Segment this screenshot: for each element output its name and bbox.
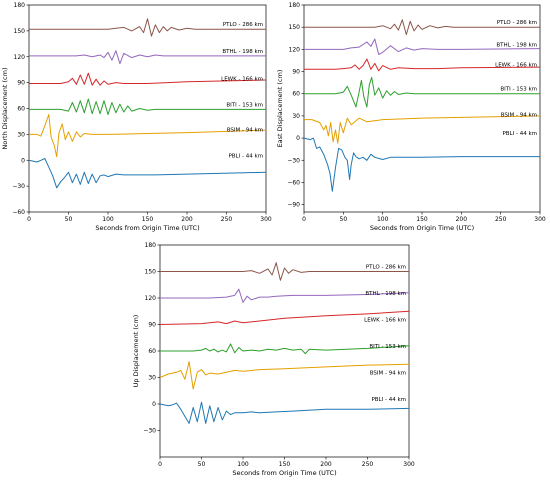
series-line-bthl	[29, 50, 266, 65]
x-tick-label: 250	[495, 216, 507, 223]
series-label: LEWK - 166 km	[221, 76, 263, 82]
series-label: BTHL - 198 km	[222, 49, 263, 55]
x-tick-label: 50	[198, 461, 206, 468]
x-tick-label: 100	[102, 216, 114, 223]
y-axis-label: Up Displacement (cm)	[132, 315, 140, 388]
series-line-bsim	[304, 115, 541, 144]
series-line-bthl	[304, 38, 541, 55]
series-label: PBLI - 44 km	[502, 131, 537, 137]
series-label: BSIM - 94 km	[501, 113, 537, 119]
y-tick-label: −60	[12, 209, 25, 216]
chart-panel-1: 0 50 100 150 200 250 300 −90 −60 −30 0 30 60 90 120 150…	[276, 2, 546, 232]
y-tick-label: −30	[143, 428, 156, 435]
series-label: BTHL - 198 km	[496, 42, 537, 48]
series-line-bthl	[160, 288, 410, 303]
series-line-biti	[29, 98, 266, 115]
series-label: PTLO - 286 km	[497, 20, 537, 26]
y-tick-label: 30	[148, 375, 156, 382]
series-line-lewk	[159, 310, 410, 325]
series-line-bsim	[29, 114, 267, 158]
series-line-lewk	[29, 72, 267, 86]
series-label: BITI - 153 km	[226, 102, 263, 108]
x-tick-label: 50	[340, 216, 348, 223]
x-tick-label: 150	[416, 216, 428, 223]
x-tick-label: 0	[27, 216, 31, 223]
series-label: PBLI - 44 km	[371, 397, 406, 403]
x-tick-label: 300	[403, 461, 415, 468]
y-tick-label: 150	[145, 269, 157, 276]
y-tick-label: 60	[292, 91, 300, 98]
series-line-pbli	[159, 401, 410, 424]
series-label: BITI - 153 km	[369, 344, 406, 350]
series-label: LEWK - 166 km	[495, 62, 537, 68]
series-label: BSIM - 94 km	[227, 127, 263, 133]
y-tick-label: 60	[17, 106, 25, 113]
series-label: PTLO - 286 km	[366, 265, 406, 271]
y-tick-label: 150	[289, 24, 301, 31]
y-tick-label: −30	[287, 157, 300, 164]
y-tick-label: 90	[292, 69, 300, 76]
y-tick-label: 150	[14, 28, 26, 35]
series-line-bsim	[159, 361, 410, 390]
y-tick-label: 0	[296, 135, 300, 142]
series-label: LEWK - 166 km	[364, 318, 406, 324]
x-tick-label: 250	[221, 216, 233, 223]
series-line-lewk	[304, 58, 541, 72]
chart-panel-2: 0 50 100 150 200 250 300 −30 0 30 60 90 120 150 180 Sec…	[132, 242, 415, 477]
y-tick-label: 30	[17, 131, 25, 138]
series-line-biti	[160, 343, 410, 355]
series-label: PBLI - 44 km	[228, 153, 263, 159]
y-tick-label: 120	[289, 46, 301, 53]
x-axis-label: Seconds from Origin Time (UTC)	[370, 224, 474, 232]
y-tick-label: 30	[292, 113, 300, 120]
x-tick-label: 100	[377, 216, 389, 223]
y-axis-label: East Displacement (cm)	[276, 70, 284, 148]
x-tick-label: 50	[65, 216, 73, 223]
x-tick-label: 250	[362, 461, 374, 468]
y-tick-label: −60	[287, 179, 300, 186]
series-label: PTLO - 286 km	[223, 22, 263, 28]
y-tick-label: 0	[21, 157, 25, 164]
y-tick-label: 90	[17, 80, 25, 87]
x-axis-label: Seconds from Origin Time (UTC)	[232, 469, 336, 477]
y-tick-label: 90	[148, 322, 156, 329]
x-tick-label: 200	[320, 461, 332, 468]
y-tick-label: 120	[14, 54, 26, 61]
series-line-pbli	[28, 158, 267, 189]
series-line-biti	[304, 76, 540, 108]
series-line-ptlo	[29, 18, 266, 37]
x-tick-label: 300	[534, 216, 546, 223]
y-axis-label: North Displacement (cm)	[1, 68, 9, 150]
series-label: BITI - 153 km	[500, 87, 537, 93]
y-tick-label: 180	[289, 2, 301, 9]
series-line-ptlo	[160, 262, 409, 281]
y-tick-label: 120	[145, 295, 157, 302]
plot-area-frame	[28, 4, 267, 213]
y-tick-label: −90	[287, 202, 300, 209]
y-tick-label: 0	[152, 401, 156, 408]
y-tick-label: 60	[148, 348, 156, 355]
x-tick-label: 300	[260, 216, 272, 223]
series-label: BSIM - 94 km	[370, 371, 406, 377]
plot-area-frame	[303, 4, 541, 213]
y-tick-label: 180	[14, 2, 26, 9]
y-tick-label: −30	[12, 183, 25, 190]
x-axis-label: Seconds from Origin Time (UTC)	[95, 224, 199, 232]
x-tick-label: 0	[158, 461, 162, 468]
series-line-ptlo	[304, 19, 540, 36]
chart-panel-0: 0 50 100 150 200 250 300 −60 −30 0 30 60 90 120 150 180…	[1, 2, 272, 232]
series-line-pbli	[303, 137, 540, 192]
x-tick-label: 200	[456, 216, 468, 223]
x-tick-label: 100	[237, 461, 249, 468]
y-tick-label: 180	[145, 242, 157, 249]
series-label: BTHL - 198 km	[365, 291, 406, 297]
x-tick-label: 150	[142, 216, 154, 223]
x-tick-label: 150	[279, 461, 291, 468]
x-tick-label: 200	[181, 216, 193, 223]
x-tick-label: 0	[302, 216, 306, 223]
